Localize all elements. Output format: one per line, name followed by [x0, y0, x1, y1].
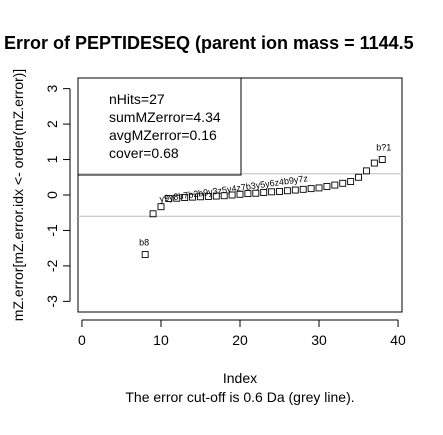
legend: nHits=27 sumMZerror=4.34 avgMZerror=0.16… [77, 77, 242, 176]
cutoff-lines [78, 173, 402, 217]
data-point [220, 192, 228, 200]
data-point [291, 186, 299, 194]
data-point [157, 203, 165, 211]
data-point [362, 167, 370, 175]
y-tick-label: -3 [44, 295, 60, 308]
data-point [244, 190, 252, 198]
x-axis-title: Index [223, 370, 257, 386]
legend-box [77, 77, 242, 176]
data-point [315, 184, 323, 192]
chart-title: Error of PEPTIDESEQ (parent ion mass = 1… [4, 33, 414, 53]
data-point [276, 188, 283, 195]
data-point [378, 156, 386, 163]
y-tick-label: -2 [44, 259, 60, 272]
data-points: b8 b?1 [139, 143, 391, 259]
data-point [355, 173, 362, 181]
data-point [204, 192, 212, 200]
y-tick-label: -1 [44, 224, 60, 237]
data-point-label: b?1 [376, 143, 391, 153]
data-point-label: b8 [139, 238, 149, 248]
y-tick-label: 3 [44, 85, 60, 93]
data-point [323, 183, 331, 190]
x-axis-subtitle: The error cut-off is 0.6 Da (grey line). [125, 389, 354, 405]
data-point [252, 189, 260, 197]
data-point [236, 190, 244, 198]
data-point [268, 188, 276, 196]
data-point [331, 181, 339, 189]
data-point [260, 189, 268, 196]
data-point [299, 185, 307, 193]
x-tick-label: 20 [232, 332, 248, 348]
y-tick-label: 2 [44, 120, 60, 128]
y-tick-label: 1 [44, 155, 60, 163]
data-point [283, 187, 291, 195]
legend-entry-nhits: nHits=27 [109, 91, 165, 107]
legend-entry-summzerror: sumMZerror=4.34 [109, 109, 221, 125]
data-point [307, 185, 315, 193]
data-point [347, 178, 355, 185]
data-point [212, 192, 220, 200]
data-point [173, 194, 181, 202]
data-point [339, 179, 347, 187]
data-point [228, 191, 236, 199]
data-point [141, 251, 149, 259]
x-tick-label: 10 [153, 332, 169, 348]
data-point [165, 195, 173, 202]
x-tick-label: 0 [78, 332, 86, 348]
data-point [149, 210, 157, 218]
x-axis: 0 10 20 30 40 [78, 319, 406, 348]
legend-entry-cover: cover=0.68 [109, 145, 179, 161]
y-tick-label: 0 [44, 191, 60, 199]
data-point [197, 193, 204, 201]
legend-entry-avgmzerror: avgMZerror=0.16 [109, 127, 217, 143]
data-point [189, 193, 197, 201]
x-tick-label: 40 [390, 332, 406, 348]
data-point [181, 194, 189, 201]
y-axis: -3 -2 -1 0 1 2 3 [44, 85, 71, 308]
data-point [370, 159, 378, 167]
x-tick-label: 30 [311, 332, 327, 348]
y-axis-title: mZ.error[mZ.error.idx <- order(mZ.error)… [10, 69, 26, 321]
